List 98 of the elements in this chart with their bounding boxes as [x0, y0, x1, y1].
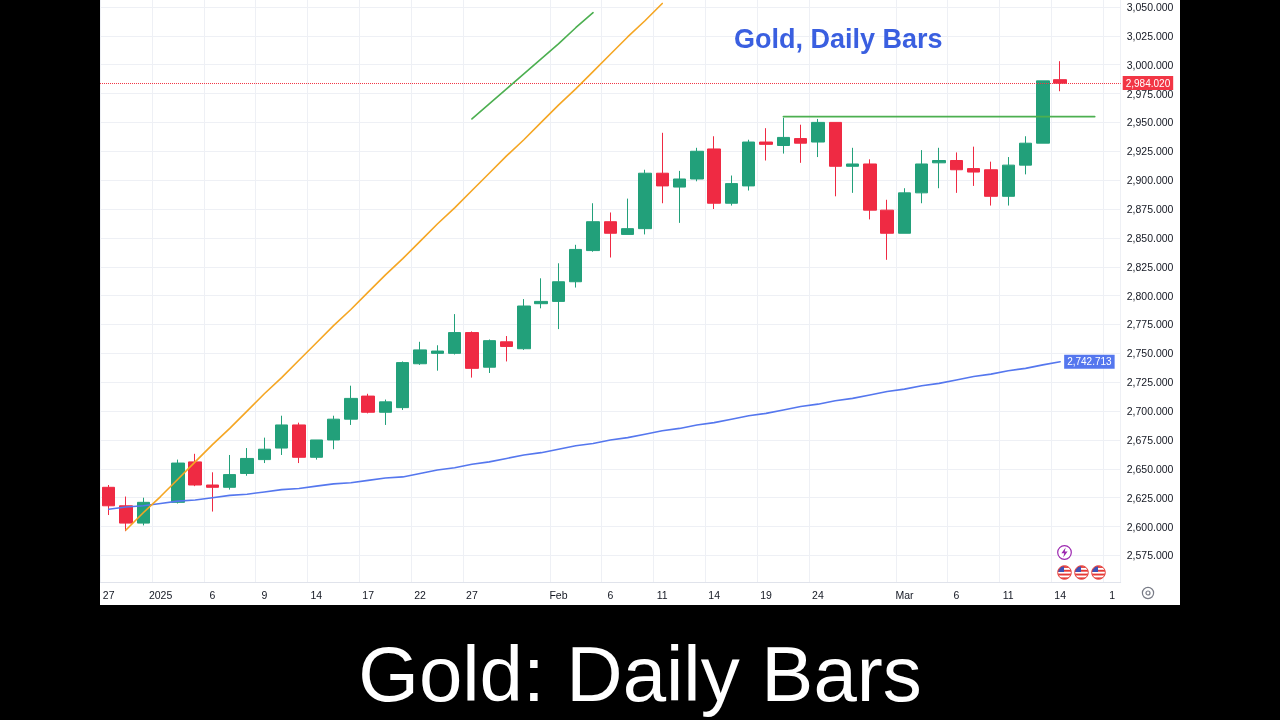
- line-series: [471, 11, 594, 120]
- x-tick-label: 1: [1109, 588, 1116, 601]
- candlestick: [500, 335, 513, 362]
- y-tick-label: 2,900.000: [1126, 174, 1174, 187]
- candlestick: [586, 202, 600, 253]
- candlestick: [638, 169, 652, 235]
- y-tick-label: 2,950.000: [1126, 116, 1174, 129]
- candlestick: [517, 298, 531, 351]
- candlestick: [223, 454, 236, 491]
- candlestick: [344, 385, 358, 426]
- x-tick-label: 6: [209, 588, 216, 601]
- candlestick: [448, 313, 461, 356]
- y-tick-label: 2,725.000: [1126, 376, 1174, 389]
- x-tick-label: Feb: [549, 588, 568, 601]
- candlestick: [569, 244, 582, 289]
- candlestick: [292, 422, 306, 464]
- candlestick: [431, 344, 444, 372]
- text: Gold, Daily Bars: [734, 23, 943, 54]
- y-tick-label: 2,875.000: [1126, 203, 1174, 216]
- y-tick-label: 2,650.000: [1126, 462, 1174, 475]
- candlestick: [310, 439, 323, 461]
- y-tick-label: 2,975.000: [1126, 87, 1174, 100]
- candlestick: [379, 399, 392, 426]
- candlestick: [898, 187, 911, 234]
- x-tick-label: 22: [414, 588, 427, 601]
- candlestick: [621, 198, 634, 235]
- candlestick: [880, 199, 894, 261]
- y-tick-label: 2,775.000: [1126, 318, 1174, 331]
- candlestick: [361, 393, 375, 414]
- x-tick-label: 14: [708, 588, 721, 601]
- y-tick-label: 2,750.000: [1126, 347, 1174, 360]
- y-tick-label: 2,925.000: [1126, 145, 1174, 158]
- y-tick-label: 2,575.000: [1126, 549, 1174, 562]
- candlestick: [967, 146, 980, 187]
- y-tick-label: 2,600.000: [1126, 520, 1174, 533]
- x-tick-label: 6: [953, 588, 960, 601]
- x-tick-label: Mar: [895, 588, 914, 601]
- candlestick: [206, 471, 219, 513]
- y-tick-label: 3,025.000: [1126, 29, 1174, 42]
- candlestick: [1019, 135, 1032, 175]
- x-tick-label: 14: [1054, 588, 1067, 601]
- x-tick-label: 9: [261, 588, 268, 601]
- candlestick: [742, 139, 755, 192]
- x-tick-label: 14: [310, 588, 323, 601]
- x-tick-label: 2025: [148, 588, 173, 601]
- y-tick-label: 3,000.000: [1126, 58, 1174, 71]
- x-tick-label: 6: [607, 588, 614, 601]
- candlestick: [829, 121, 842, 197]
- candlestick: [534, 277, 548, 309]
- x-tick-label: 17: [362, 588, 375, 601]
- data-label: 2,742.713: [1067, 356, 1113, 368]
- candlestick: [656, 132, 669, 204]
- candlestick: [604, 211, 617, 259]
- y-tick-label: 2,850.000: [1126, 231, 1174, 244]
- candlestick: [552, 262, 565, 330]
- candlestick: [777, 117, 790, 155]
- x-tick-label: 19: [760, 588, 773, 601]
- candlestick: [915, 149, 928, 204]
- y-tick-label: 2,700.000: [1126, 405, 1174, 418]
- x-tick-label: 24: [812, 588, 824, 601]
- line-series: [107, 360, 1061, 511]
- y-tick-label: 2,625.000: [1126, 491, 1174, 504]
- candlestick: [707, 135, 721, 210]
- x-tick-label: 11: [1002, 588, 1014, 601]
- y-tick-label: 2,675.000: [1126, 433, 1174, 446]
- candlestick: [725, 175, 738, 207]
- line-series: [125, 2, 664, 531]
- y-tick-label: 2,800.000: [1126, 289, 1174, 302]
- candlestick: [673, 170, 686, 224]
- candlestick: [465, 330, 479, 379]
- candlestick: [188, 453, 202, 487]
- candlestick: [984, 161, 998, 207]
- candlestick: [396, 360, 409, 411]
- y-tick-label: 3,050.000: [1126, 0, 1174, 13]
- candlestick: [1002, 156, 1015, 207]
- candlestick: [413, 341, 427, 366]
- candlestick: [863, 158, 877, 220]
- candlestick: [846, 147, 859, 194]
- x-tick-label: 11: [656, 588, 668, 601]
- x-tick-label: 27: [102, 588, 115, 601]
- candlestick: [102, 484, 115, 516]
- candlestick: [119, 496, 133, 532]
- candlestick: [1036, 80, 1050, 144]
- text: Gold: Daily Bars: [357, 630, 923, 718]
- candlestick: [932, 147, 946, 189]
- candlestick: [327, 415, 340, 450]
- candlestick: [759, 127, 773, 162]
- candlestick: [690, 147, 704, 182]
- candlestick: [794, 124, 807, 164]
- candlestick: [811, 118, 825, 158]
- candlestick: [258, 437, 271, 464]
- candlestick: [275, 415, 288, 456]
- y-tick-label: 2,825.000: [1126, 260, 1174, 273]
- candlestick: [950, 151, 963, 194]
- candlestick: [240, 447, 254, 477]
- candlestick: [483, 339, 496, 374]
- x-tick-label: 27: [466, 588, 478, 601]
- ref-line-label: 2,984.020: [1125, 77, 1171, 89]
